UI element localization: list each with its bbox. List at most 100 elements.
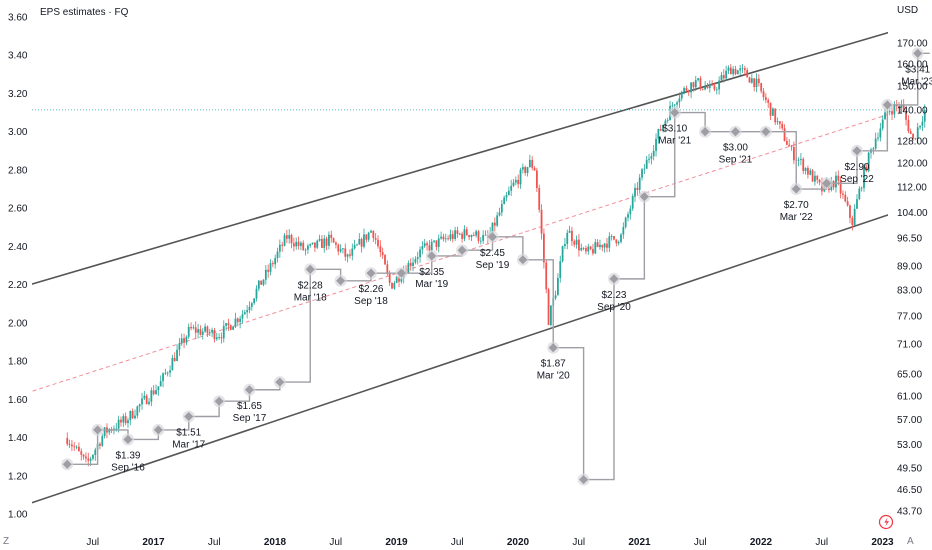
candle-body [753, 78, 756, 88]
candle-body [888, 111, 891, 113]
eps-tick-label: 1.40 [8, 433, 28, 444]
candle-body [725, 70, 728, 79]
candle-body [771, 108, 774, 116]
candle-body [470, 235, 473, 238]
candle-body [923, 110, 926, 122]
candle-body [414, 259, 417, 263]
time-tick-label: 2018 [264, 537, 287, 548]
eps-marker [457, 245, 467, 255]
candle-body [874, 138, 877, 149]
flash-icon[interactable] [878, 514, 894, 530]
candle-body [159, 381, 162, 387]
candle-body [152, 390, 155, 395]
price-tick-label: 140.00 [897, 105, 928, 116]
candle-body [264, 269, 267, 280]
candle-body [846, 201, 849, 206]
candle-body [650, 156, 653, 159]
candle-body [748, 77, 751, 83]
candle-body [580, 248, 583, 251]
candle-body [393, 282, 396, 289]
candle-body [741, 68, 744, 70]
price-tick-label: 170.00 [897, 39, 928, 50]
candle-body [624, 217, 627, 227]
candle-body [400, 278, 403, 282]
candle-body [638, 177, 641, 190]
candle-body [134, 415, 136, 419]
candle-body [694, 80, 697, 88]
candle-body [531, 159, 534, 168]
candle-body [309, 244, 312, 246]
eps-step-line [61, 47, 930, 486]
candle-body [346, 254, 349, 257]
candle-body [755, 78, 758, 88]
candle-body [206, 326, 209, 333]
price-tick-label: 43.70 [897, 507, 922, 518]
candle-body [306, 245, 309, 250]
candle-body [762, 91, 765, 98]
candle-body [183, 338, 185, 343]
candle-body [344, 248, 347, 257]
candle-body [517, 179, 520, 185]
candle-body [526, 167, 529, 173]
candle-body [919, 125, 921, 128]
candle-body [512, 182, 515, 186]
eps-label-value: $2.26 [358, 284, 383, 295]
candle-body [299, 242, 302, 246]
eps-label-value: $2.70 [784, 200, 809, 211]
eps-tick-label: 3.60 [8, 13, 28, 24]
candle-body [575, 239, 578, 245]
candle-body [416, 257, 419, 260]
candle-body [521, 167, 524, 170]
price-tick-label: 61.00 [897, 392, 922, 403]
eps-label-date: Sep '17 [233, 413, 267, 424]
candle-body [722, 75, 725, 79]
candle-body [304, 249, 307, 251]
candle-body [533, 167, 536, 171]
candle-body [907, 119, 910, 132]
candle-body [157, 386, 160, 391]
candle-body [606, 243, 608, 248]
candle-body [155, 390, 157, 395]
candle-body [678, 98, 681, 103]
candle-body [192, 327, 195, 329]
candle-body [641, 169, 643, 178]
candle-body [225, 323, 228, 326]
candle-body [103, 427, 106, 437]
eps-label-value: $1.65 [237, 401, 262, 412]
candle-body [171, 357, 174, 371]
candle-body [430, 241, 433, 251]
candle-body [884, 112, 886, 120]
candle-body [902, 104, 905, 112]
candle-body [713, 85, 716, 90]
candle-body [666, 120, 669, 122]
auto-scale-toggle[interactable]: A [907, 536, 914, 547]
candle-body [412, 262, 414, 267]
candle-body [288, 235, 291, 239]
time-axis[interactable]: Jul 2017 Jul 2018 Jul 2019 Jul 2020 Jul 2021 Jul 20… [86, 537, 894, 548]
candle-body [727, 67, 730, 71]
candle-body [484, 234, 487, 236]
candle-body [250, 303, 253, 307]
eps-label-value: $1.87 [541, 359, 566, 370]
candle-body [283, 235, 286, 246]
candle-body [596, 242, 599, 247]
candle-body [540, 209, 543, 234]
candle-body [222, 325, 225, 339]
candle-body [542, 233, 545, 263]
time-tick-label: 2017 [142, 537, 165, 548]
eps-label-date: Mar '23 [901, 76, 932, 87]
candle-body [790, 146, 793, 148]
candle-body [797, 159, 800, 161]
candle-body [271, 263, 274, 265]
candle-body [571, 230, 573, 242]
candle-body [856, 199, 858, 209]
candle-body [201, 331, 204, 335]
candle-body [687, 90, 690, 93]
candle-body [559, 261, 562, 278]
zoom-corner-left[interactable]: Z [3, 536, 9, 547]
candle-body [276, 251, 279, 259]
eps-marker [153, 425, 163, 435]
candle-body [136, 406, 139, 416]
eps-marker [244, 385, 255, 395]
